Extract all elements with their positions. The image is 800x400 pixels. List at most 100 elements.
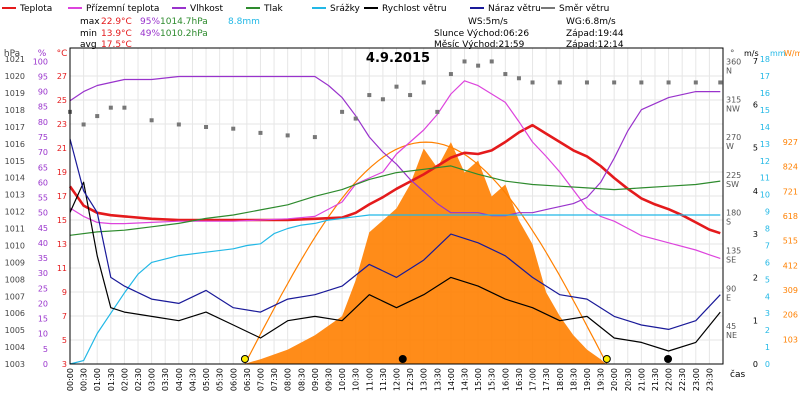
- legend-label: Tlak: [263, 4, 284, 14]
- series-line-srazky: [69, 214, 721, 365]
- wind-direction-point: [489, 59, 494, 64]
- wind-direction-point: [258, 130, 263, 135]
- axis-tick-hpa: 1010: [5, 241, 25, 250]
- axis-tick-wm2: 206: [783, 311, 798, 320]
- axis-title-mm: mm: [770, 49, 786, 58]
- axis-tick-hpa: 1019: [5, 89, 25, 98]
- wind-direction-point: [476, 63, 481, 68]
- axis-tick-pct: 90: [38, 88, 48, 97]
- wind-direction-point: [285, 133, 290, 138]
- stats-sun-set: Západ:19:44: [566, 29, 624, 39]
- axis-tick-x: 19:30: [597, 368, 606, 391]
- axis-tick-hpa: 1017: [5, 123, 25, 132]
- axis-tick-mm: 17: [760, 72, 770, 81]
- stats-ws: WS:5m/s: [468, 17, 508, 27]
- axis-tick-mm: 10: [760, 191, 770, 200]
- axis-tick-wm2: 824: [783, 163, 798, 172]
- axis-tick-mm: 9: [765, 208, 770, 217]
- axis-tick-dir: 45: [726, 322, 736, 331]
- axis-tick-x: 02:00: [120, 368, 129, 391]
- stats-moon-set: Západ:12:14: [566, 40, 624, 50]
- wind-direction-point: [394, 84, 399, 89]
- wind-direction-point: [666, 80, 671, 85]
- axis-tick-dir-label: SW: [726, 180, 739, 189]
- axis-tick-x: 01:30: [107, 368, 116, 391]
- axis-tick-degc: 13: [57, 240, 67, 249]
- axis-tick-dir: 90: [726, 284, 736, 293]
- wind-direction-point: [122, 105, 127, 110]
- axis-tick-degc: 25: [57, 96, 67, 105]
- wind-direction-point: [448, 72, 453, 77]
- axis-tick-dir: 135: [726, 247, 741, 256]
- axis-tick-wm2: 309: [783, 286, 798, 295]
- axis-tick-x: 08:30: [297, 368, 306, 391]
- axis-tick-ms: 5: [753, 144, 758, 153]
- axis-tick-x: 23:00: [692, 368, 701, 391]
- wind-direction-point: [612, 80, 617, 85]
- legend-label: Přízemní teplota: [86, 4, 159, 14]
- wind-direction-point: [693, 80, 698, 85]
- axis-tick-ms: 1: [753, 317, 758, 326]
- axis-tick-pct: 10: [38, 330, 48, 339]
- axis-tick-pct: 65: [38, 163, 48, 172]
- axis-tick-degc: 21: [57, 144, 67, 153]
- axis-title-ms: m/s: [744, 49, 759, 58]
- axis-tick-x: 17:00: [529, 368, 538, 391]
- stats-wg: WG:6.8m/s: [566, 17, 616, 27]
- theoretical-radiation-curve: [244, 141, 608, 365]
- axis-tick-mm: 12: [760, 157, 770, 166]
- wind-direction-point: [367, 93, 372, 98]
- legend-label: Vlhkost: [190, 4, 223, 14]
- axis-tick-degc: 17: [57, 192, 67, 201]
- stats-moon: Měsíc Východ:21:59: [434, 40, 525, 50]
- axis-tick-dir-label: N: [726, 66, 732, 75]
- chart-title: 4.9.2015: [366, 51, 430, 66]
- wind-direction-point: [353, 116, 358, 121]
- axis-tick-ms: 4: [753, 187, 758, 196]
- axis-tick-degc: 23: [57, 120, 67, 129]
- axis-tick-pct: 55: [38, 194, 48, 203]
- wind-direction-point: [421, 80, 426, 85]
- wind-direction-point: [108, 105, 113, 110]
- wind-direction-point: [408, 93, 413, 98]
- axis-tick-mm: 2: [765, 326, 770, 335]
- axis-tick-hpa: 1006: [5, 309, 25, 318]
- moonrise-marker: [664, 355, 673, 363]
- axis-title-degc: °C: [57, 49, 68, 59]
- axis-tick-x: 16:00: [501, 368, 510, 391]
- axis-tick-x: 00:00: [66, 368, 75, 391]
- axis-tick-x: 07:30: [270, 368, 279, 391]
- wind-direction-point: [340, 109, 345, 114]
- axis-tick-ms: 0: [753, 360, 758, 369]
- wind-direction-point: [435, 109, 440, 114]
- axis-tick-x: 07:00: [256, 368, 265, 391]
- wind-direction-point: [149, 118, 154, 123]
- wind-direction-point: [312, 135, 317, 140]
- legend-label: Teplota: [19, 4, 52, 14]
- solar-radiation-area: [244, 142, 607, 364]
- axis-tick-x: 10:00: [338, 368, 347, 391]
- axis-tick-pct: 50: [38, 209, 48, 218]
- axis-tick-x: 03:30: [161, 368, 170, 391]
- axis-tick-degc: 19: [57, 168, 67, 177]
- axis-tick-hpa: 1015: [5, 157, 25, 166]
- axis-tick-pct: 25: [38, 284, 48, 293]
- wind-direction-point: [95, 114, 100, 119]
- axis-tick-degc: 7: [62, 312, 67, 321]
- plot-frame: [69, 47, 724, 365]
- axis-tick-pct: 45: [38, 224, 48, 233]
- axis-tick-mm: 4: [765, 292, 770, 301]
- axis-tick-pct: 100: [33, 57, 48, 66]
- axis-tick-wm2: 515: [783, 237, 798, 246]
- stats-avg-temp: 17.5°C: [101, 40, 132, 50]
- axis-tick-x: 18:30: [569, 368, 578, 391]
- axis-tick-mm: 7: [765, 241, 770, 250]
- axis-tick-dir-label: S: [726, 218, 731, 227]
- axis-tick-dir: 270: [726, 133, 741, 142]
- axis-tick-x: 14:00: [447, 368, 456, 391]
- moonset-marker: [398, 355, 407, 363]
- axis-tick-mm: 11: [760, 174, 770, 183]
- stats-max-rain: 8.8mm: [228, 17, 260, 27]
- axis-tick-hpa: 1012: [5, 208, 25, 217]
